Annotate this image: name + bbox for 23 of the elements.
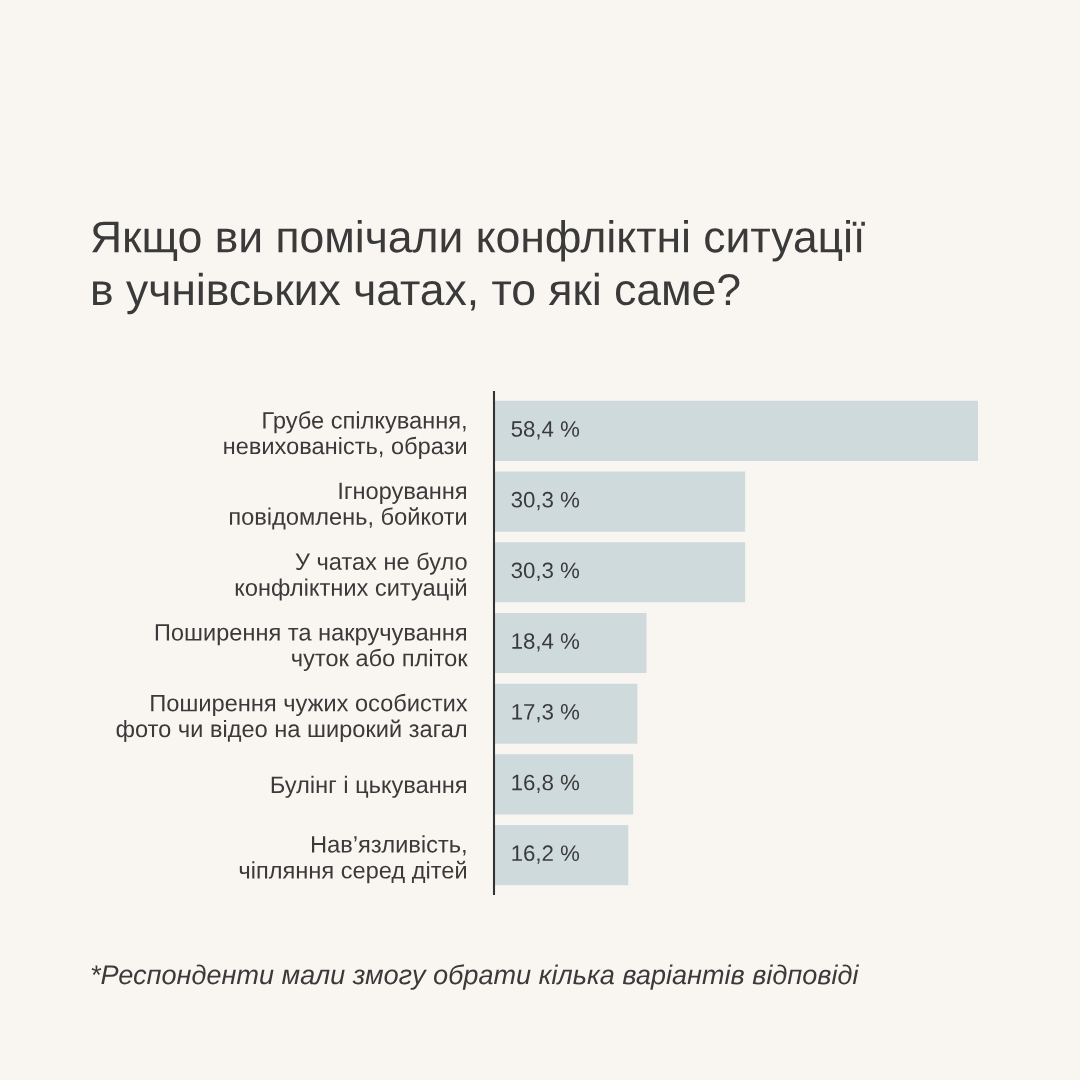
y-tick-label: Нав’язливість, чіпляння серед дітей: [239, 835, 466, 884]
bar: [494, 683, 638, 744]
y-tick-label: Поширення та накручування чуток або пліток: [155, 624, 468, 672]
data-label: 18,4 %: [512, 633, 580, 652]
bar: [494, 471, 746, 532]
y-tick-label: Ігнорування повідомлень, бойкоти: [230, 482, 466, 530]
data-label: 16,8 %: [512, 774, 580, 793]
data-label: 58,4 %: [511, 421, 580, 440]
y-tick-label: У чатах не було конфліктних ситуацій: [235, 552, 467, 601]
bar: [494, 400, 978, 461]
data-label: 16,2 %: [512, 845, 580, 864]
bar: [494, 612, 647, 674]
y-tick-label: Булінг і цькування: [271, 775, 466, 798]
data-label: 30,3 %: [511, 562, 580, 581]
text: *Респонденти мали змогу обрати кілька варіантів відповіді: [91, 964, 860, 990]
data-label: 17,3 %: [512, 703, 580, 723]
bar: [494, 825, 629, 886]
data-label: 30,3 %: [511, 491, 580, 511]
y-tick-label: Поширення чужих особистих фото чи відео на широкий загал: [116, 693, 468, 742]
y-tick-label: Грубе спілкування, невихованість, образи: [224, 411, 466, 460]
bar: [494, 542, 746, 603]
bar: [494, 754, 634, 815]
chart-title: Якщо ви помічали конфліктні ситуації в учнівських чатах, то які саме?: [92, 220, 865, 315]
